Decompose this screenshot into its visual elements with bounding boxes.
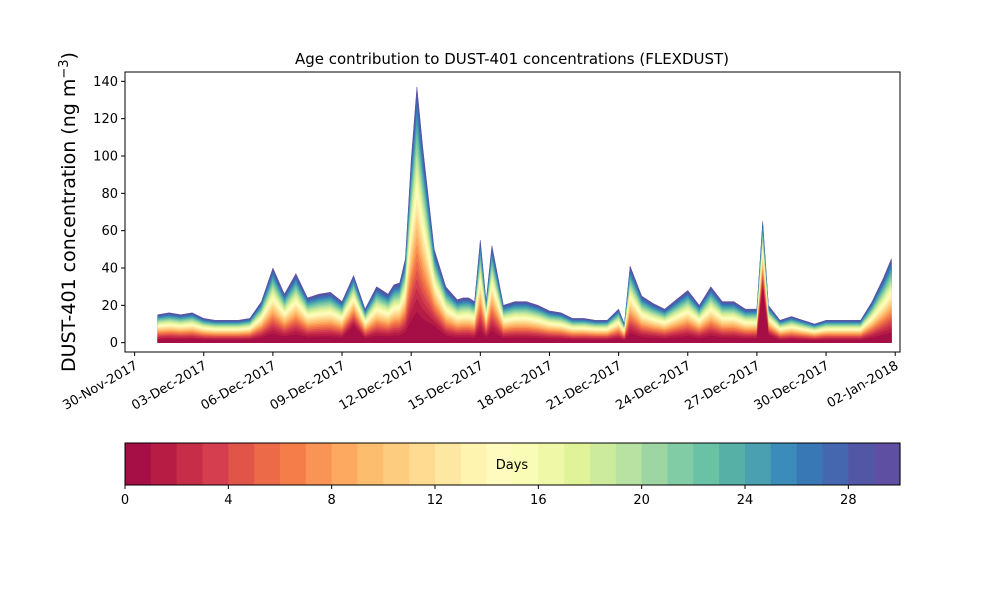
area-layer-day-22 [157, 133, 892, 343]
colorbar-label: Days [496, 458, 529, 473]
colorbar-frame [124, 442, 901, 486]
x-tick-label: 15-Dec-2017 [406, 358, 486, 413]
colorbar-segment [770, 443, 798, 485]
area-layer-day-23 [157, 127, 892, 343]
colorbar-tick-label: 0 [121, 493, 129, 508]
colorbar-segment [305, 443, 333, 485]
y-tick-label: 140 [93, 75, 118, 90]
colorbar-tick-label: 12 [427, 493, 444, 508]
stacked-areas [157, 86, 892, 343]
area-layer-day-5 [157, 260, 892, 343]
colorbar-tick-label: 4 [224, 493, 232, 508]
colorbar-segment [254, 443, 281, 485]
area-layer-day-29 [157, 86, 892, 343]
colorbar-segment [848, 443, 875, 485]
area-layer-day-25 [157, 113, 892, 343]
colorbar-segment [486, 443, 514, 485]
chart-title: Age contribution to DUST-401 concentrati… [295, 50, 729, 68]
colorbar-segment [538, 443, 565, 485]
area-layer-day-0 [157, 290, 892, 343]
colorbar-segment [641, 443, 669, 485]
x-tick-label: 27-Dec-2017 [683, 358, 763, 413]
colorbar-segment [745, 443, 772, 485]
colorbar: 0 4 8 12 16 20 24 28 [121, 443, 901, 508]
colorbar-segment [280, 443, 307, 485]
y-tick-label: 0 [110, 336, 118, 351]
area-layer-day-20 [157, 147, 892, 343]
area-layer-day-21 [157, 140, 892, 343]
area-layer-day-26 [157, 106, 892, 343]
colorbar-tick-label: 28 [840, 493, 857, 508]
area-layer-day-10 [157, 220, 892, 343]
colorbar-segment [874, 443, 901, 485]
area-layer-day-24 [157, 120, 892, 343]
colorbar-segment [822, 443, 849, 485]
colorbar-segment [564, 443, 591, 485]
colorbar-segment [331, 443, 359, 485]
colorbar-tick-label: 8 [328, 493, 336, 508]
colorbar-segment [357, 443, 384, 485]
colorbar-segment [409, 443, 436, 485]
area-layer-day-28 [157, 93, 892, 343]
colorbar-segment [693, 443, 720, 485]
x-tick-label: 30-Dec-2017 [752, 358, 832, 413]
colorbar-tick-label: 20 [633, 493, 650, 508]
colorbar-segment [460, 443, 488, 485]
x-tick-label: 18-Dec-2017 [475, 358, 555, 413]
colorbar-segment [202, 443, 229, 485]
x-tick-label: 24-Dec-2017 [613, 358, 693, 413]
y-tick-label: 100 [93, 150, 118, 165]
plot-frame [124, 71, 901, 353]
area-layer-day-16 [157, 176, 892, 343]
x-tick-label: 03-Dec-2017 [129, 358, 209, 413]
colorbar-segment [590, 443, 617, 485]
x-axis: 30-Nov-201703-Dec-201706-Dec-201709-Dec-… [60, 352, 901, 414]
area-layer-day-3 [157, 278, 892, 343]
y-tick-label: 120 [93, 112, 118, 127]
y-tick-label: 40 [101, 262, 118, 277]
colorbar-segment [150, 443, 178, 485]
area-layer-day-17 [157, 169, 892, 343]
area-layer-day-6 [157, 252, 892, 343]
area-layer-day-15 [157, 183, 892, 343]
colorbar-segment [228, 443, 255, 485]
colorbar-segment [383, 443, 410, 485]
x-tick-label: 06-Dec-2017 [199, 358, 279, 413]
area-layer-day-14 [157, 190, 892, 343]
colorbar-tick-label: 16 [530, 493, 547, 508]
colorbar-tick-label: 24 [737, 493, 754, 508]
y-tick-label: 80 [101, 187, 118, 202]
area-layer-day-27 [157, 100, 892, 343]
area-layer-day-11 [157, 213, 892, 343]
colorbar-segment [667, 443, 694, 485]
area-layer-day-12 [157, 205, 892, 343]
colorbar-segment [125, 443, 152, 485]
x-tick-label: 21-Dec-2017 [544, 358, 624, 413]
area-layer-day-7 [157, 244, 892, 343]
area-layer-day-1 [157, 286, 892, 343]
area-layer-day-2 [157, 283, 892, 343]
area-layer-day-4 [157, 269, 892, 343]
colorbar-segment [176, 443, 204, 485]
area-layer-day-13 [157, 198, 892, 343]
colorbar-segment [512, 443, 539, 485]
x-tick-label: 02-Jan-2018 [825, 358, 902, 411]
y-axis-label: DUST-401 concentration (ng m−3) [57, 52, 80, 372]
area-layer-day-19 [157, 154, 892, 343]
y-tick-label: 20 [101, 299, 118, 314]
y-tick-label: 60 [101, 224, 118, 239]
area-layer-day-9 [157, 228, 892, 343]
area-layer-day-18 [157, 161, 892, 343]
colorbar-segment [796, 443, 824, 485]
colorbar-segment [615, 443, 643, 485]
colorbar-segment [435, 443, 462, 485]
y-axis: 0 20 40 60 80 100 120 140 [93, 75, 125, 351]
x-tick-label: 12-Dec-2017 [337, 358, 417, 413]
colorbar-segment [719, 443, 746, 485]
area-layer-day-8 [157, 236, 892, 343]
x-tick-label: 09-Dec-2017 [268, 358, 348, 413]
